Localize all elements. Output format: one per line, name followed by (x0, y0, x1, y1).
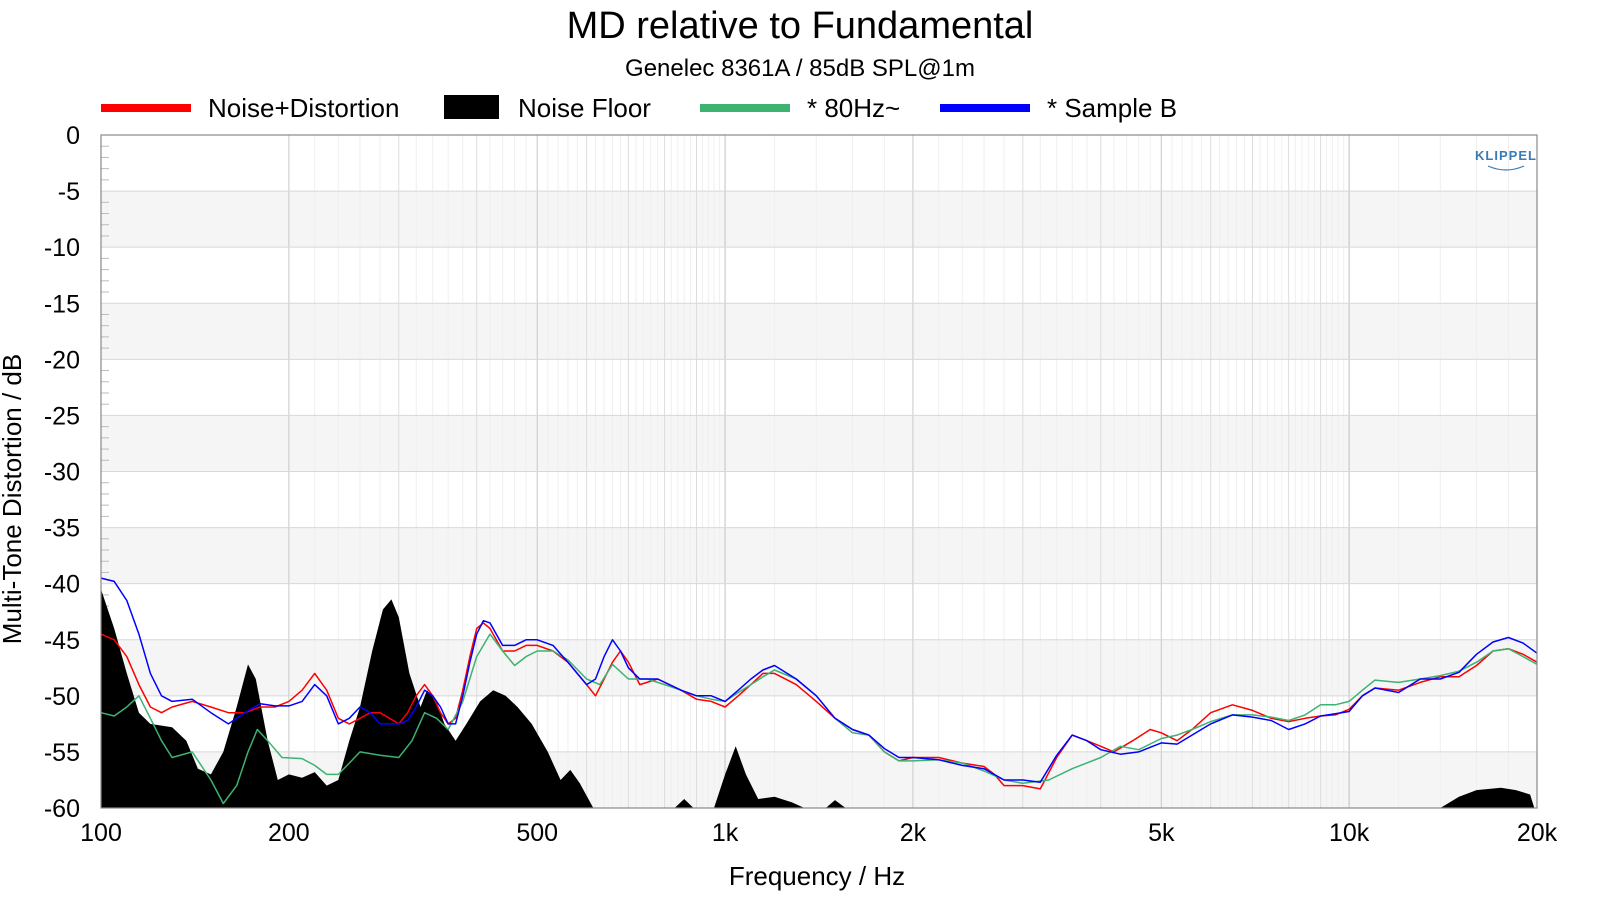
y-tick-label: -45 (44, 627, 80, 655)
series-line-3 (100, 577, 1538, 783)
y-tick-label: -20 (44, 346, 80, 374)
y-tick-label: -60 (44, 795, 80, 823)
legend-swatch (940, 104, 1030, 112)
x-axis-ticks: 100 200 500 1k 2k 5k 10k 20k (80, 819, 1558, 847)
x-axis-label: Frequency / Hz (729, 861, 905, 891)
plot-band (101, 639, 1537, 696)
x-tick-label: 10k (1329, 819, 1370, 847)
y-tick-label: -10 (44, 234, 80, 262)
y-axis-label: Multi-Tone Distortion / dB (0, 354, 27, 644)
chart-title: MD relative to Fundamental (567, 5, 1034, 47)
x-tick-label: 100 (80, 819, 122, 847)
y-tick-label: -25 (44, 402, 80, 430)
plot-band (101, 303, 1537, 360)
legend-label: * 80Hz~ (807, 93, 900, 123)
y-tick-label: -50 (44, 683, 80, 711)
klippel-logo: KLIPPEL (1475, 148, 1537, 171)
series-layer (100, 577, 1538, 808)
grid (101, 135, 1537, 808)
y-tick-label: 0 (66, 122, 80, 150)
plot-band (101, 191, 1537, 248)
logo-swoosh (1487, 165, 1525, 171)
x-tick-label: 1k (712, 819, 739, 847)
y-tick-label: -30 (44, 459, 80, 487)
y-tick-label: -15 (44, 290, 80, 318)
logo-text: KLIPPEL (1475, 148, 1537, 163)
y-tick-label: -55 (44, 739, 80, 767)
plot-frame (100, 134, 1538, 809)
chart-subtitle: Genelec 8361A / 85dB SPL@1m (625, 55, 975, 82)
x-tick-label: 2k (900, 819, 927, 847)
legend-label: Noise+Distortion (208, 93, 399, 123)
legend: Noise+Distortion Noise Floor * 80Hz~ * Samp… (101, 93, 1177, 123)
series-area-noise-floor (714, 746, 805, 808)
y-axis-ticks: 0 -5 -10 -15 -20 -25 -30 -35 -40 -45 -50 -55 -60 (44, 122, 80, 823)
y-tick-label: -40 (44, 571, 80, 599)
plot-band (101, 527, 1537, 584)
y-tick-label: -5 (58, 178, 80, 206)
legend-label: Noise Floor (518, 93, 651, 123)
series-line-1 (100, 622, 1538, 790)
legend-swatch (700, 104, 790, 112)
series-area-noise-floor (825, 800, 846, 808)
x-tick-label: 5k (1148, 819, 1175, 847)
legend-label: * Sample B (1047, 93, 1177, 123)
x-tick-label: 20k (1517, 819, 1558, 847)
series-area-noise-floor (101, 589, 594, 808)
legend-swatch (444, 95, 499, 119)
x-tick-label: 200 (268, 819, 310, 847)
series-area-noise-floor (674, 799, 694, 808)
y-tick-label: -35 (44, 515, 80, 543)
plot-band (101, 415, 1537, 472)
x-tick-label: 500 (516, 819, 558, 847)
series-area-noise-floor (1440, 787, 1535, 808)
legend-swatch (101, 104, 191, 112)
